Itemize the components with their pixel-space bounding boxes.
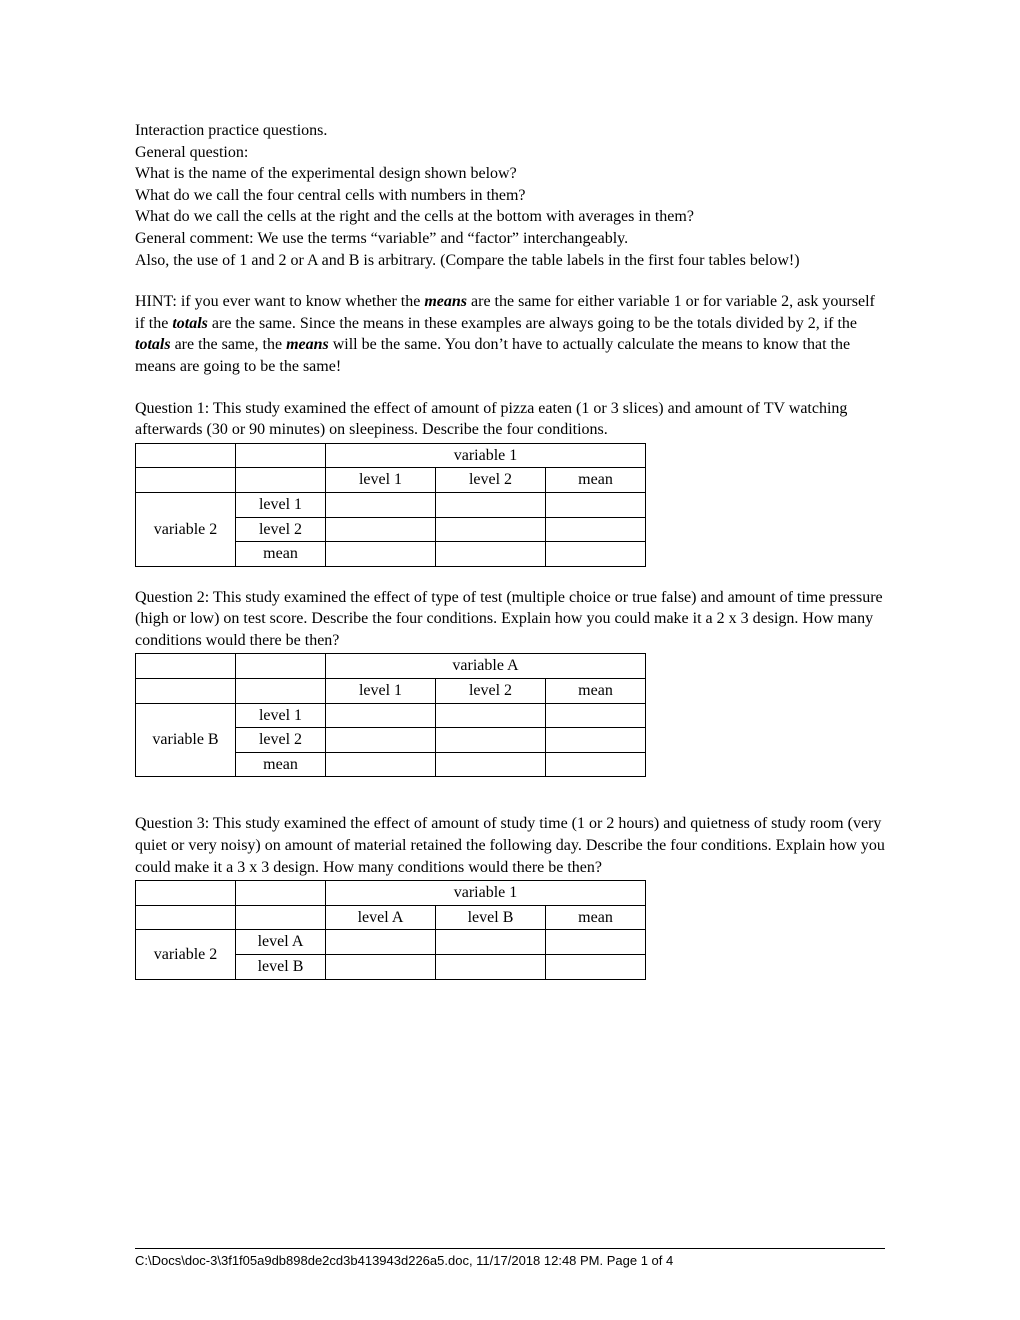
table-row-header: level 1 <box>236 492 326 517</box>
table-row-header: level B <box>236 955 326 980</box>
hint-block: HINT: if you ever want to know whether t… <box>135 291 885 377</box>
table-cell <box>236 905 326 930</box>
hint-segment: are the same, the <box>171 336 287 353</box>
table-cell <box>546 955 646 980</box>
table-cell <box>436 955 546 980</box>
table-cell <box>326 930 436 955</box>
question-1-table: variable 1 level 1 level 2 mean variable… <box>135 443 646 567</box>
table-cell <box>546 930 646 955</box>
table-cell <box>436 542 546 567</box>
hint-em: totals <box>172 315 208 332</box>
footer-text: C:\Docs\doc-3\3f1f05a9db898de2cd3b413943… <box>135 1253 673 1268</box>
table-cell <box>326 955 436 980</box>
table-cell <box>546 542 646 567</box>
table-cell <box>136 905 236 930</box>
table-row-header: level 2 <box>236 517 326 542</box>
question-3-text: Question 3: This study examined the effe… <box>135 813 885 878</box>
table-cell <box>326 703 436 728</box>
table-row-header: level 1 <box>236 703 326 728</box>
table-cell <box>326 542 436 567</box>
table-cell <box>436 728 546 753</box>
table-cell <box>546 517 646 542</box>
table-col-header: level 2 <box>436 468 546 493</box>
intro-line: Also, the use of 1 and 2 or A and B is a… <box>135 250 885 272</box>
table-col-header: mean <box>546 679 646 704</box>
intro-line: What do we call the cells at the right a… <box>135 206 885 228</box>
table-cell <box>326 492 436 517</box>
table-side-variable: variable 2 <box>136 492 236 566</box>
table-cell <box>326 752 436 777</box>
table-side-variable: variable 2 <box>136 930 236 979</box>
table-cell <box>136 654 236 679</box>
table-cell <box>136 679 236 704</box>
table-top-variable: variable 1 <box>326 881 646 906</box>
table-cell <box>436 517 546 542</box>
intro-line: General comment: We use the terms “varia… <box>135 228 885 250</box>
table-cell <box>546 492 646 517</box>
table-cell <box>136 443 236 468</box>
table-col-header: level A <box>326 905 436 930</box>
hint-em: means <box>424 293 467 310</box>
hint-em: means <box>286 336 329 353</box>
table-col-header: level B <box>436 905 546 930</box>
question-1-text: Question 1: This study examined the effe… <box>135 398 885 441</box>
question-3-table: variable 1 level A level B mean variable… <box>135 880 646 979</box>
intro-line: What do we call the four central cells w… <box>135 185 885 207</box>
question-2-table: variable A level 1 level 2 mean variable… <box>135 653 646 777</box>
table-cell <box>546 752 646 777</box>
table-side-variable: variable B <box>136 703 236 777</box>
table-cell <box>326 517 436 542</box>
table-cell <box>236 468 326 493</box>
document-body: Interaction practice questions. General … <box>135 120 885 980</box>
table-cell <box>236 654 326 679</box>
intro-line: What is the name of the experimental des… <box>135 163 885 185</box>
hint-text: HINT: if you ever want to know whether t… <box>135 291 885 377</box>
table-row-header: mean <box>236 542 326 567</box>
intro-line: General question: <box>135 142 885 164</box>
table-col-header: level 1 <box>326 679 436 704</box>
table-cell <box>546 703 646 728</box>
table-row-header: level 2 <box>236 728 326 753</box>
table-col-header: mean <box>546 468 646 493</box>
table-row-header: mean <box>236 752 326 777</box>
table-col-header: mean <box>546 905 646 930</box>
table-cell <box>136 881 236 906</box>
intro-line: Interaction practice questions. <box>135 120 885 142</box>
table-cell <box>326 728 436 753</box>
table-cell <box>436 703 546 728</box>
table-cell <box>236 443 326 468</box>
table-cell <box>436 752 546 777</box>
hint-segment: are the same. Since the means in these e… <box>208 315 857 332</box>
page-footer: C:\Docs\doc-3\3f1f05a9db898de2cd3b413943… <box>135 1248 885 1270</box>
table-col-header: level 1 <box>326 468 436 493</box>
hint-segment: HINT: if you ever want to know whether t… <box>135 293 424 310</box>
table-top-variable: variable 1 <box>326 443 646 468</box>
table-cell <box>436 930 546 955</box>
question-2-text: Question 2: This study examined the effe… <box>135 587 885 652</box>
table-col-header: level 2 <box>436 679 546 704</box>
table-top-variable: variable A <box>326 654 646 679</box>
table-cell <box>136 468 236 493</box>
hint-em: totals <box>135 336 171 353</box>
table-cell <box>546 728 646 753</box>
intro-block: Interaction practice questions. General … <box>135 120 885 271</box>
table-cell <box>436 492 546 517</box>
table-cell <box>236 881 326 906</box>
table-cell <box>236 679 326 704</box>
table-row-header: level A <box>236 930 326 955</box>
